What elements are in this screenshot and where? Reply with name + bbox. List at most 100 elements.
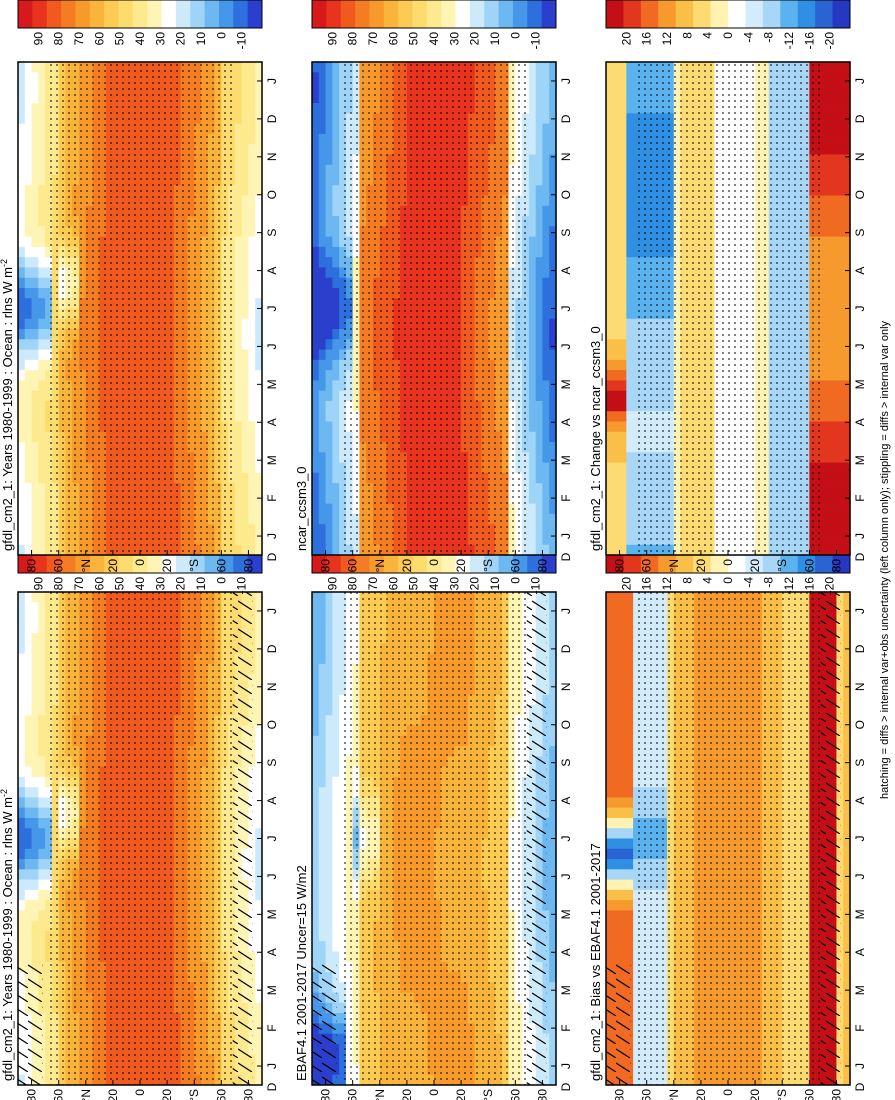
heatmap-cell — [318, 868, 327, 880]
heatmap-cell — [241, 235, 250, 247]
heatmap-cell — [18, 735, 26, 747]
heatmap-cell — [18, 318, 26, 330]
heatmap-cell — [31, 765, 39, 777]
heatmap-cell — [318, 878, 327, 890]
y-tick-label: °S — [187, 559, 201, 572]
heatmap-cell — [24, 899, 33, 911]
x-tick-label: M — [265, 379, 279, 389]
heatmap-cell — [24, 184, 33, 196]
heatmap-cell — [325, 878, 333, 890]
heatmap-cell — [312, 837, 320, 849]
heatmap-cell — [255, 940, 263, 952]
heatmap-cell — [24, 673, 33, 685]
heatmap-cell — [38, 194, 46, 206]
heatmap-cell — [18, 184, 26, 196]
heatmap-cell — [241, 205, 250, 217]
heatmap-cell — [31, 338, 39, 350]
heatmap-cell — [24, 235, 33, 247]
heatmap-cell — [234, 102, 243, 114]
heatmap-cell — [31, 807, 39, 818]
heatmap-cell — [24, 724, 33, 736]
heatmap-cell — [325, 776, 333, 788]
heatmap-cell — [38, 359, 46, 371]
heatmap-cell — [241, 143, 250, 155]
x-tick-label: O — [265, 720, 279, 729]
heatmap-cell — [31, 482, 39, 494]
heatmap-cell — [255, 909, 263, 921]
heatmap-cell — [38, 307, 46, 319]
heatmap-cell — [31, 899, 39, 911]
heatmap-cell — [38, 653, 46, 664]
heatmap-cell — [248, 287, 256, 299]
heatmap-cell — [312, 889, 320, 901]
heatmap-cell — [318, 930, 327, 942]
heatmap-cell — [31, 287, 39, 299]
heatmap-cell — [234, 307, 243, 319]
heatmap-cell — [18, 683, 26, 695]
heatmap-cell — [31, 205, 39, 217]
heatmap-cell — [234, 92, 243, 104]
heatmap-cell — [325, 714, 333, 726]
heatmap-cell — [31, 653, 39, 664]
heatmap-cell — [31, 694, 39, 705]
heatmap-cell — [18, 451, 26, 463]
colorbar-label: 40 — [133, 577, 147, 591]
heatmap-cell — [24, 776, 33, 788]
heatmap-cell — [38, 724, 46, 736]
heatmap-cell — [31, 215, 39, 227]
heatmap-cell — [241, 153, 250, 165]
heatmap-cell — [38, 297, 46, 309]
heatmap-cell — [18, 704, 26, 716]
heatmap-cell — [31, 472, 39, 484]
heatmap-cell — [318, 899, 327, 911]
heatmap-cell — [234, 297, 243, 309]
heatmap-cell — [18, 225, 26, 237]
x-tick-label: A — [265, 418, 279, 426]
heatmap-cell — [31, 776, 39, 788]
heatmap-cell — [248, 369, 256, 381]
heatmap-cell — [24, 420, 33, 432]
heatmap-cell — [241, 287, 250, 299]
heatmap-cell — [312, 714, 320, 726]
heatmap-cell — [248, 359, 256, 371]
heatmap-cell — [318, 837, 327, 849]
heatmap-cell — [38, 796, 46, 808]
heatmap-cell — [248, 533, 256, 545]
heatmap-cell — [31, 92, 39, 104]
heatmap-cell — [38, 503, 46, 514]
heatmap-cell — [24, 164, 33, 175]
heatmap-cell — [332, 807, 340, 818]
heatmap-cell — [18, 246, 26, 258]
heatmap-cell — [24, 225, 33, 237]
heatmap-cell — [31, 523, 39, 535]
colorbar-swatch — [46, 0, 62, 28]
heatmap-cell — [18, 642, 26, 654]
heatmap-cell — [18, 786, 26, 798]
heatmap-cell — [24, 390, 33, 401]
colorbar-label: 80 — [52, 577, 66, 591]
heatmap-cell — [38, 765, 46, 777]
heatmap-cell — [18, 194, 26, 206]
y-tick-label: 0 — [133, 559, 147, 566]
heatmap-cell — [325, 694, 333, 705]
heatmap-cell — [312, 899, 320, 911]
heatmap-cell — [24, 858, 33, 870]
heatmap-cell — [24, 807, 33, 818]
heatmap-cell — [38, 694, 46, 705]
heatmap-cell — [24, 102, 33, 114]
heatmap-cell — [38, 123, 46, 134]
colorbar-label: 20 — [174, 577, 188, 591]
heatmap-cell — [24, 503, 33, 514]
heatmap-cell — [31, 123, 39, 134]
heatmap-cell — [24, 642, 33, 654]
heatmap-cell — [24, 622, 33, 634]
heatmap-cell — [31, 920, 39, 931]
heatmap-cell — [18, 930, 26, 942]
heatmap-cell — [332, 776, 340, 788]
heatmap-cell — [38, 611, 46, 623]
heatmap-cell — [248, 123, 256, 134]
heatmap-cell — [24, 878, 33, 890]
heatmap-cell — [312, 683, 320, 695]
heatmap-cell — [332, 837, 340, 849]
heatmap-cell — [248, 318, 256, 330]
